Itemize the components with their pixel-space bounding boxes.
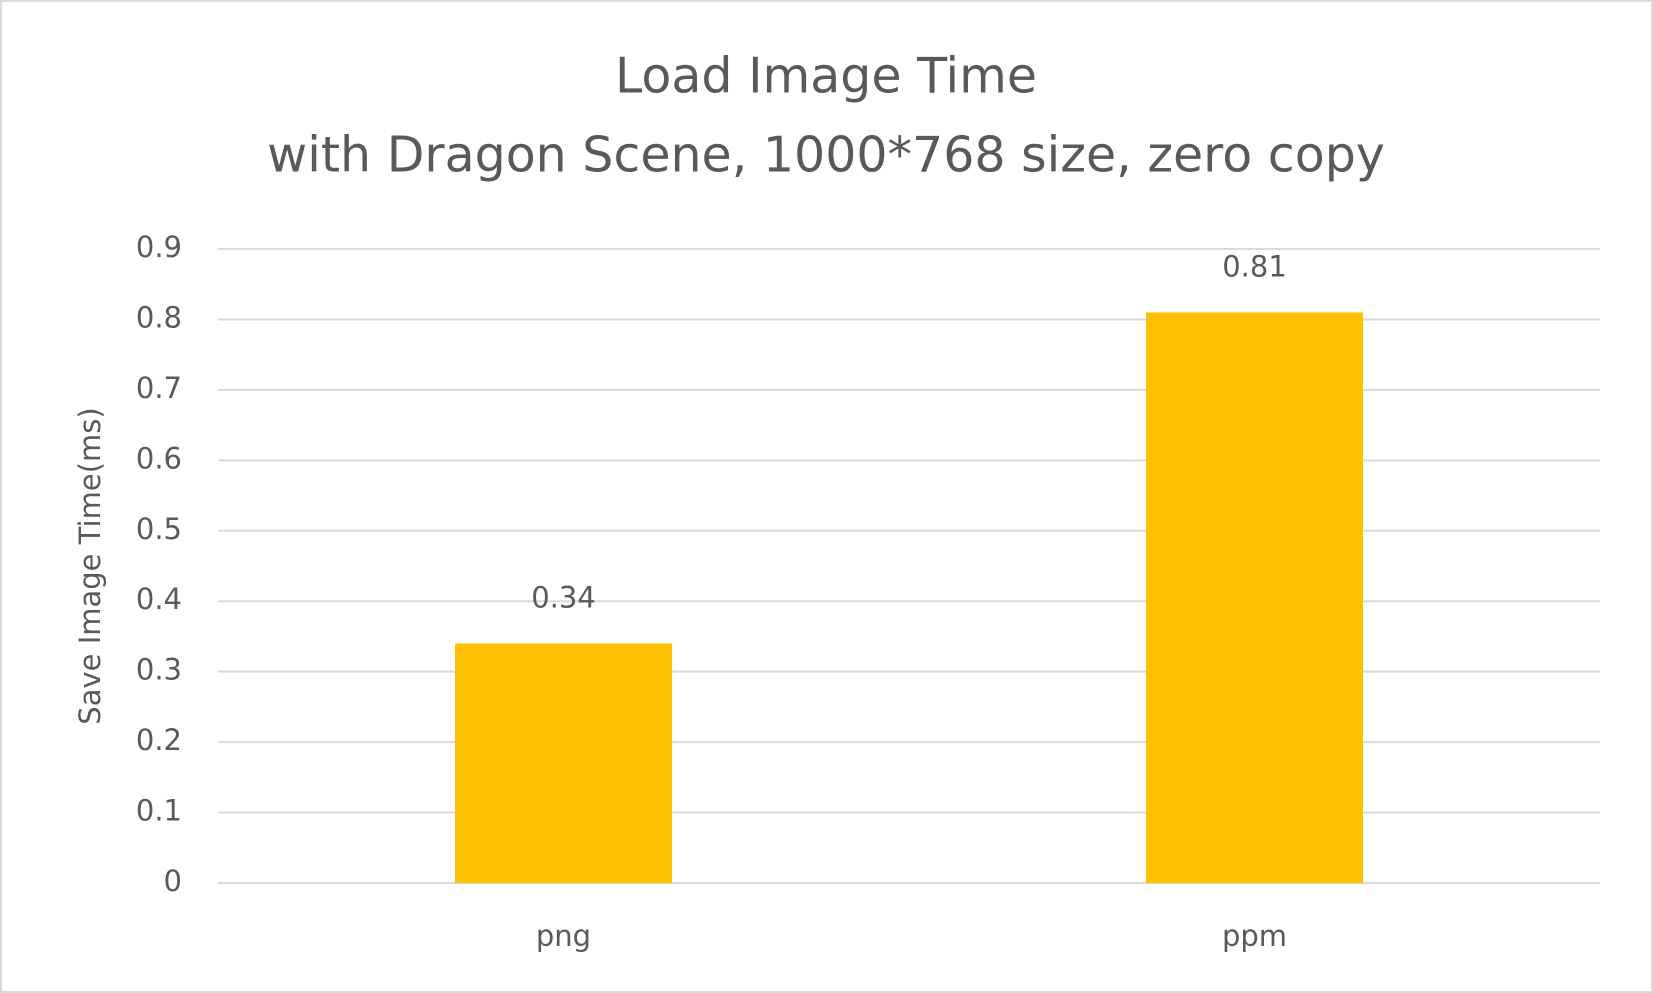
y-tick-label: 0.9 — [136, 230, 182, 264]
chart-subtitle: with Dragon Scene, 1000*768 size, zero c… — [267, 127, 1385, 184]
y-tick-label: 0.5 — [136, 512, 182, 546]
x-tick-label: png — [536, 919, 591, 953]
x-tick-label: ppm — [1222, 919, 1287, 953]
chart-title: Load Image Time — [615, 48, 1037, 105]
y-tick-label: 0.8 — [136, 300, 182, 334]
bar — [455, 643, 672, 883]
bar — [1146, 312, 1363, 883]
y-tick-label: 0 — [164, 864, 182, 898]
data-label: 0.34 — [531, 580, 596, 614]
y-axis-label: Save Image Time(ms) — [73, 407, 107, 724]
data-label: 0.81 — [1222, 249, 1287, 283]
y-tick-label: 0.1 — [136, 794, 182, 828]
y-tick-label: 0.3 — [136, 653, 182, 687]
y-tick-label: 0.6 — [136, 441, 182, 475]
y-tick-label: 0.4 — [136, 582, 182, 616]
y-tick-label: 0.7 — [136, 371, 182, 405]
y-tick-label: 0.2 — [136, 723, 182, 757]
